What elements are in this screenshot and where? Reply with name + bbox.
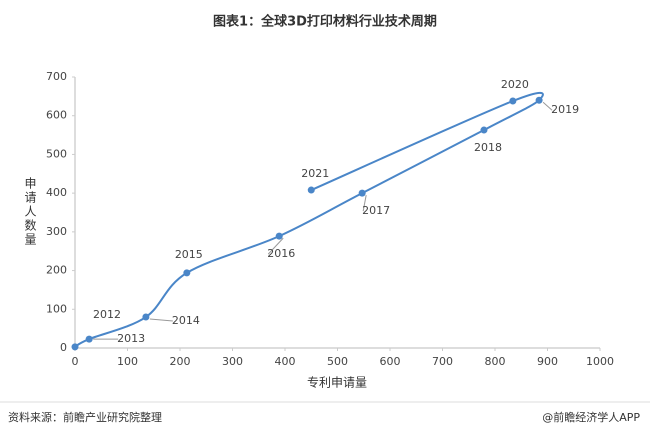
data-point — [308, 187, 315, 194]
point-label: 2019 — [551, 103, 579, 116]
data-point — [480, 127, 487, 134]
chart-title: 图表1：全球3D打印材料行业技术周期 — [213, 14, 437, 30]
x-tick-label: 600 — [380, 355, 401, 368]
y-tick-label: 300 — [46, 225, 67, 238]
x-tick-label: 500 — [327, 355, 348, 368]
x-axis-title: 专利申请量 — [307, 375, 367, 390]
y-axis-title: 申请人数量 — [23, 177, 37, 247]
x-tick-label: 300 — [222, 355, 243, 368]
x-tick-label: 900 — [537, 355, 558, 368]
point-label: 2014 — [172, 314, 200, 327]
point-label: 2012 — [93, 308, 121, 321]
point-label: 2016 — [267, 247, 295, 260]
data-point — [142, 314, 149, 321]
leader-line — [150, 319, 173, 321]
data-point — [536, 97, 543, 104]
chart: 图表1：全球3D打印材料行业技术周期 专利申请量 申请人数量 资料来源：前瞻产业… — [0, 0, 650, 432]
x-tick-label: 800 — [485, 355, 506, 368]
y-tick-label: 600 — [46, 109, 67, 122]
y-tick-label: 400 — [46, 186, 67, 199]
point-label: 2020 — [501, 78, 529, 91]
y-tick-label: 500 — [46, 147, 67, 160]
y-tick-label: 700 — [46, 70, 67, 83]
credit: @前瞻经济学人APP — [542, 410, 640, 424]
point-label: 2013 — [117, 332, 145, 345]
x-tick-label: 100 — [117, 355, 138, 368]
x-tick-label: 200 — [170, 355, 191, 368]
y-tick-label: 0 — [60, 341, 67, 354]
point-label: 2015 — [175, 248, 203, 261]
data-point — [359, 190, 366, 197]
data-point — [72, 343, 79, 350]
point-label: 2017 — [362, 204, 390, 217]
data-point — [509, 98, 516, 105]
y-tick-label: 200 — [46, 264, 67, 277]
line-path — [75, 93, 543, 347]
x-tick-label: 400 — [275, 355, 296, 368]
point-label: 2018 — [474, 141, 502, 154]
data-point — [86, 336, 93, 343]
source-note: 资料来源：前瞻产业研究院整理 — [8, 410, 162, 424]
x-tick-label: 1000 — [586, 355, 614, 368]
x-tick-label: 0 — [72, 355, 79, 368]
data-point — [183, 269, 190, 276]
x-tick-label: 700 — [432, 355, 453, 368]
y-tick-label: 100 — [46, 302, 67, 315]
data-point — [276, 233, 283, 240]
point-label: 2021 — [301, 167, 329, 180]
